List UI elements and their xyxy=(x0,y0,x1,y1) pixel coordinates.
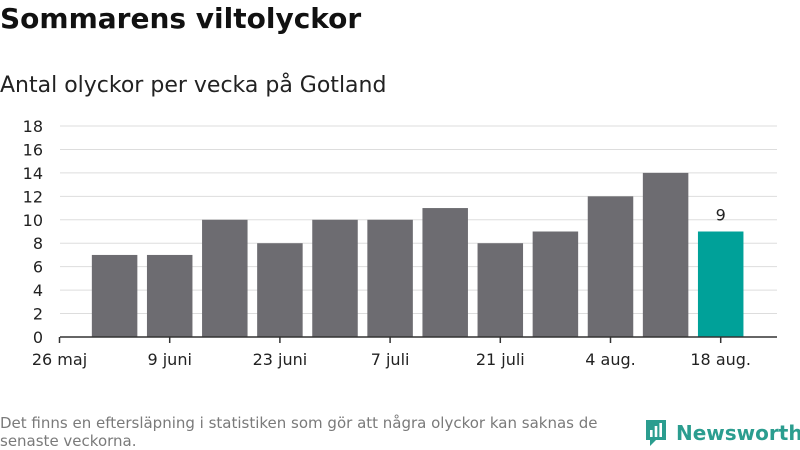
x-tick-label: 23 juni xyxy=(253,350,308,369)
data-label: 9 xyxy=(716,206,726,225)
bar xyxy=(257,243,303,337)
y-tick-label: 4 xyxy=(33,281,43,300)
y-tick-label: 10 xyxy=(23,211,43,230)
bar xyxy=(587,196,634,337)
y-tick-label: 12 xyxy=(23,187,43,206)
brand-name: Newsworthy xyxy=(676,421,800,445)
x-tick-label: 18 aug. xyxy=(690,350,751,369)
bar xyxy=(202,219,248,337)
labels: 0 2 4 6 8 10 12 14 16 18 9 26 maj 9 juni 23 juni 7 jul… xyxy=(23,117,751,369)
x-tick-label: 21 juli xyxy=(476,350,525,369)
bar xyxy=(642,172,689,337)
bar xyxy=(146,254,193,337)
x-tick-label: 7 juli xyxy=(371,350,410,369)
bar xyxy=(477,243,524,337)
axes xyxy=(58,336,777,343)
brand[interactable]: Newsworthy xyxy=(644,418,800,448)
bar xyxy=(422,208,468,337)
x-tick-label: 26 maj xyxy=(32,350,87,369)
bar xyxy=(367,219,413,337)
bar-highlighted xyxy=(697,231,744,337)
x-tick-label: 4 aug. xyxy=(585,350,635,369)
x-tick-label: 9 juni xyxy=(147,350,191,369)
bar xyxy=(91,254,138,337)
y-tick-label: 18 xyxy=(23,117,43,136)
bar xyxy=(532,231,579,337)
newsworthy-logo-icon xyxy=(646,420,666,446)
y-tick-label: 16 xyxy=(23,140,43,159)
chart-subtitle: Antal olyckor per vecka på Gotland xyxy=(0,73,387,98)
y-tick-label: 2 xyxy=(33,305,43,324)
footnote: Det finns en eftersläpning i statistiken… xyxy=(0,414,598,450)
y-tick-label: 8 xyxy=(33,234,43,253)
y-tick-label: 0 xyxy=(33,328,43,347)
bars xyxy=(91,172,744,337)
chart-title: Sommarens viltolyckor xyxy=(0,2,362,35)
y-tick-label: 14 xyxy=(23,164,43,183)
bar xyxy=(312,219,358,337)
bar-chart: 0 2 4 6 8 10 12 14 16 18 9 26 maj 9 juni 23 juni 7 jul… xyxy=(23,117,777,369)
y-tick-label: 6 xyxy=(33,258,43,277)
